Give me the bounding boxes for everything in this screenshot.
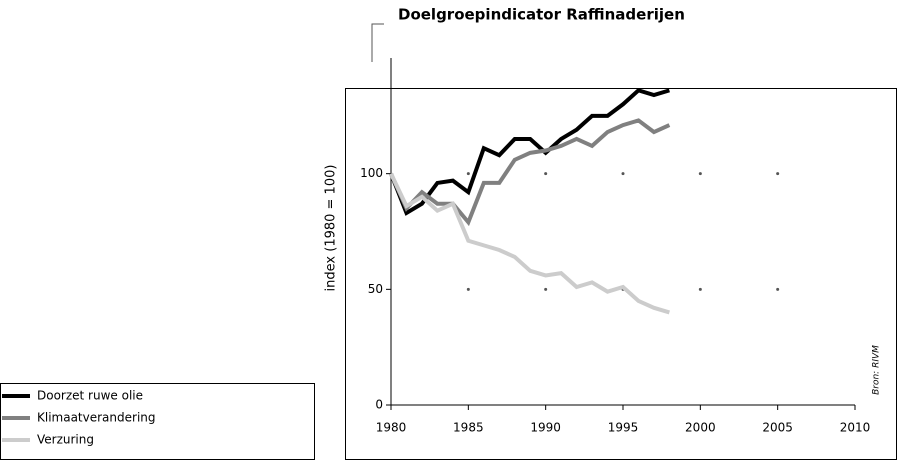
plot-frame xyxy=(345,88,897,460)
legend-label: Doorzet ruwe olie xyxy=(37,389,143,403)
series-line xyxy=(389,88,670,216)
series-line xyxy=(389,172,670,315)
grid-dot xyxy=(466,172,470,176)
x-tick-label: 1980 xyxy=(376,421,407,435)
x-tick-label: 1995 xyxy=(608,421,639,435)
y-axis-label: index (1980 = 100) xyxy=(324,165,339,292)
legend-label: Verzuring xyxy=(37,433,94,447)
x-tick-label: 2000 xyxy=(685,421,716,435)
grid-dot xyxy=(544,172,548,176)
title-bracket xyxy=(371,23,384,62)
x-tick-label: 2010 xyxy=(840,421,871,435)
grid-dot xyxy=(776,287,780,291)
legend-box xyxy=(0,383,315,460)
chart-title: Doelgroepindicator Raffinaderijen xyxy=(398,6,685,24)
series-line xyxy=(389,118,671,227)
x-tick-label: 1990 xyxy=(530,421,561,435)
legend-label: Klimaatverandering xyxy=(37,411,156,425)
grid-dot xyxy=(466,287,470,291)
y-tick-label: 50 xyxy=(368,282,383,296)
x-tick-label: 1985 xyxy=(453,421,484,435)
y-tick-label: 100 xyxy=(360,166,383,180)
grid-dot xyxy=(776,172,780,176)
grid-dot xyxy=(544,287,548,291)
grid-dot xyxy=(621,172,625,176)
y-tick-label: 0 xyxy=(375,398,383,412)
source-note: Bron: RIVM xyxy=(872,345,882,395)
grid-dot xyxy=(698,172,702,176)
x-tick-label: 2005 xyxy=(762,421,793,435)
grid-dot xyxy=(698,287,702,291)
